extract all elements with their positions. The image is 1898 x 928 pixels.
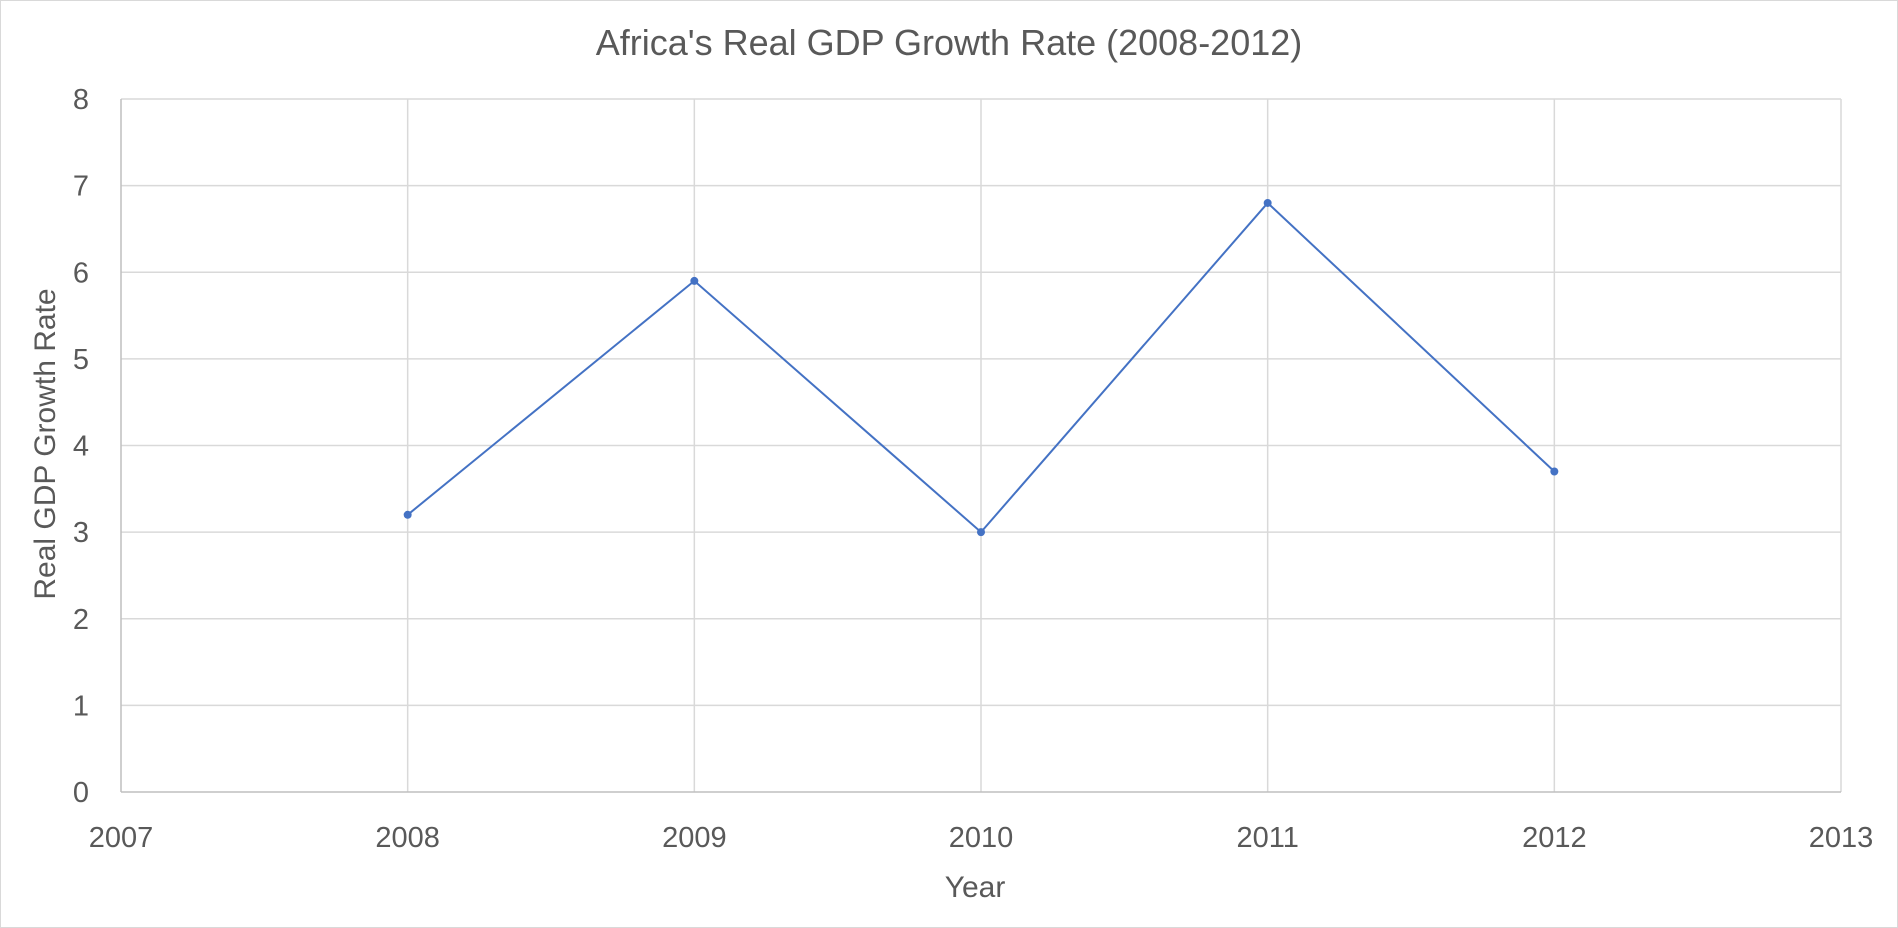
y-tick-label: 1 [73, 690, 89, 722]
y-tick-label: 3 [73, 517, 89, 549]
y-tick-label: 6 [73, 257, 89, 289]
x-tick-label: 2008 [375, 822, 440, 854]
x-axis-title: Year [945, 871, 1006, 904]
axes [120, 99, 1841, 793]
y-tick-label: 7 [73, 171, 89, 203]
x-tick-label: 2010 [949, 822, 1014, 854]
x-tick-label: 2012 [1522, 822, 1587, 854]
y-tick-label: 5 [73, 344, 89, 376]
y-axis-title: Real GDP Growth Rate [29, 288, 62, 599]
data-series [403, 198, 1559, 537]
y-tick-label: 2 [73, 604, 89, 636]
data-point [1550, 467, 1559, 476]
tick-labels: 0 1 2 3 4 5 6 7 8 2007 2008 2009 2010 2011 2012 2013 [73, 84, 1873, 854]
data-point [1263, 198, 1272, 207]
y-tick-label: 0 [73, 777, 89, 809]
chart-title: Africa's Real GDP Growth Rate (2008-2012… [596, 22, 1303, 63]
x-tick-label: 2007 [89, 822, 154, 854]
data-point [977, 528, 985, 537]
x-tick-label: 2011 [1236, 822, 1298, 854]
data-point [690, 276, 699, 285]
y-tick-label: 8 [73, 84, 89, 116]
x-tick-label: 2013 [1809, 822, 1874, 854]
gridlines [121, 98, 1842, 792]
data-point [403, 510, 412, 519]
x-tick-label: 2009 [662, 822, 727, 854]
y-tick-label: 4 [73, 431, 89, 463]
